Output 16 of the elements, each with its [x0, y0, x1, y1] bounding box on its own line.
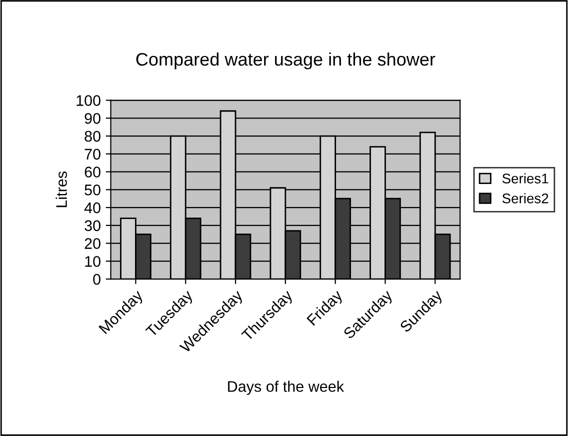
y-tick-label: 50	[84, 184, 100, 196]
y-tick-label: 60	[84, 166, 100, 178]
legend-label: Series2	[502, 193, 548, 204]
x-axis-title: Days of the week	[228, 380, 344, 395]
y-tick-label: 70	[84, 148, 100, 160]
legend-label: Series1	[502, 173, 548, 184]
y-tick-label: 100	[76, 95, 100, 106]
chart-title: Compared water usage in the shower	[136, 52, 436, 70]
y-tick-label: 30	[84, 220, 100, 232]
y-tick-label: 90	[84, 113, 100, 124]
y-tick-label: 20	[84, 238, 100, 249]
y-tick-label: 10	[85, 256, 100, 267]
y-tick-label: 80	[84, 130, 100, 142]
y-tick-label: 40	[84, 202, 100, 214]
y-tick-label: 0	[93, 274, 100, 285]
y-axis-title: Litres	[56, 172, 67, 208]
